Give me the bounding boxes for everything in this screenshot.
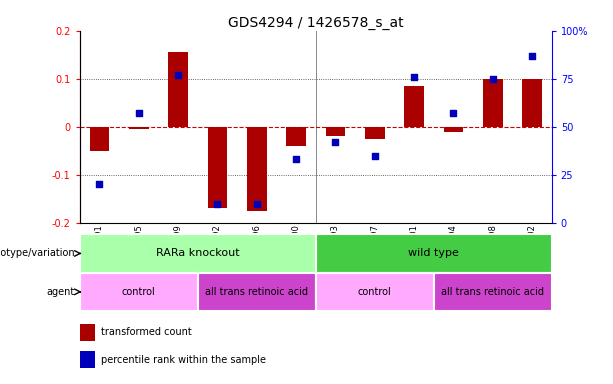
Text: percentile rank within the sample: percentile rank within the sample — [101, 355, 266, 365]
Bar — [247, 127, 267, 211]
Bar — [316, 234, 552, 273]
Bar — [404, 86, 424, 127]
Bar — [208, 127, 227, 209]
Text: all trans retinoic acid: all trans retinoic acid — [205, 287, 308, 297]
Bar — [286, 127, 306, 146]
Bar — [80, 324, 95, 341]
Bar — [434, 273, 552, 311]
Text: control: control — [122, 287, 156, 297]
Bar — [168, 52, 188, 127]
Text: transformed count: transformed count — [101, 327, 192, 337]
Bar — [444, 127, 463, 132]
Text: RARa knockout: RARa knockout — [156, 248, 240, 258]
Bar — [316, 273, 434, 311]
Point — [370, 152, 379, 159]
Point — [173, 72, 183, 78]
Text: genotype/variation: genotype/variation — [0, 248, 75, 258]
Point — [488, 76, 498, 82]
Point — [330, 139, 340, 145]
Point — [94, 181, 104, 187]
Bar — [483, 79, 503, 127]
Title: GDS4294 / 1426578_s_at: GDS4294 / 1426578_s_at — [228, 16, 403, 30]
Text: all trans retinoic acid: all trans retinoic acid — [441, 287, 544, 297]
Point — [409, 74, 419, 80]
Point — [213, 200, 223, 207]
Text: control: control — [358, 287, 392, 297]
Point — [291, 156, 301, 162]
Bar — [326, 127, 345, 136]
Bar — [197, 273, 316, 311]
Point — [134, 110, 143, 116]
Bar — [129, 127, 148, 129]
Bar — [522, 79, 542, 127]
Text: agent: agent — [47, 287, 75, 297]
Point — [252, 200, 262, 207]
Bar — [80, 234, 316, 273]
Bar — [365, 127, 384, 139]
Bar — [80, 273, 197, 311]
Bar — [80, 351, 95, 369]
Point — [449, 110, 459, 116]
Bar — [89, 127, 109, 151]
Text: wild type: wild type — [408, 248, 459, 258]
Point — [527, 53, 537, 59]
